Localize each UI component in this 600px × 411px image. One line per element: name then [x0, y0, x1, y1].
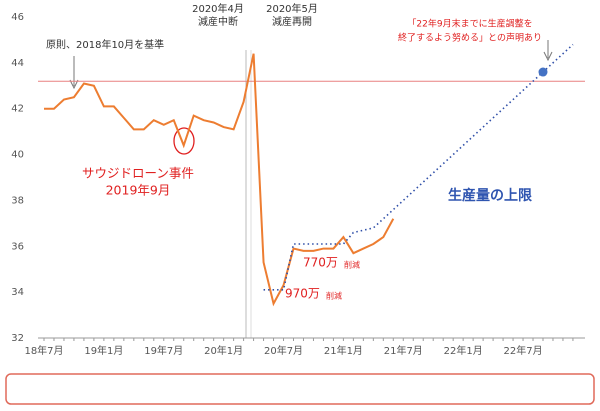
arrow-head	[543, 51, 553, 62]
y-tick-label: 40	[11, 150, 24, 161]
annotation: 終了するよう努める」との声明あり	[398, 32, 542, 44]
annotation: 770万	[303, 256, 338, 270]
y-tick-label: 42	[11, 104, 24, 115]
annotation: 削減	[344, 260, 360, 270]
annotation: サウジドローン事件	[82, 166, 194, 181]
caption-box	[5, 373, 595, 405]
y-tick-label: 46	[11, 12, 24, 23]
x-tick-label: 22年1月	[444, 344, 483, 357]
annotation: 減産中断	[198, 15, 238, 28]
point	[538, 67, 548, 77]
x-tick-label: 19年7月	[144, 344, 183, 357]
annotation: 2020年4月	[192, 2, 244, 15]
annotation: 減産再開	[272, 15, 312, 28]
y-tick-label: 32	[11, 333, 24, 344]
arrow-head	[69, 79, 79, 90]
x-tick-label: 18年7月	[24, 344, 63, 357]
annotation: 原則、2018年10月を基準	[46, 38, 164, 51]
series-line	[44, 53, 395, 307]
x-tick-label: 21年7月	[384, 344, 423, 357]
highlight-ellipse	[173, 127, 195, 155]
x-tick-label: 19年1月	[84, 344, 123, 357]
x-tick-label: 20年7月	[264, 344, 303, 357]
annotation: 削減	[326, 291, 342, 301]
x-tick-label: 20年1月	[204, 344, 243, 357]
y-tick-label: 38	[11, 195, 24, 206]
x-tick-label: 21年1月	[324, 344, 363, 357]
annotation: 生産量の上限	[448, 187, 532, 204]
annotation: 2019年9月	[106, 183, 171, 198]
y-tick-label: 44	[11, 58, 24, 69]
x-tick-label: 22年7月	[503, 344, 542, 357]
annotation: 2020年5月	[266, 2, 318, 15]
annotation: 970万	[285, 287, 320, 301]
annotation: 「22年9月末までに生産調整を	[407, 18, 532, 30]
y-tick-label: 34	[11, 287, 24, 298]
y-tick-label: 36	[11, 241, 24, 252]
